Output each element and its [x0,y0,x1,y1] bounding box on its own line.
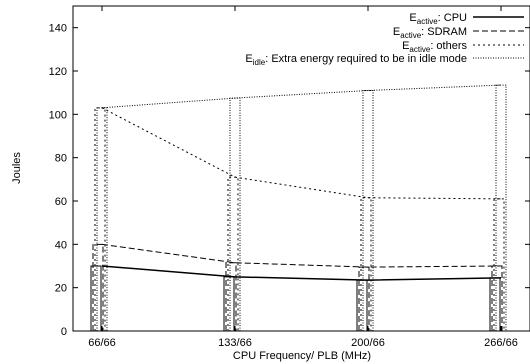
bar-outline-other [493,198,505,331]
bar-outlines [90,84,507,331]
y-axis-ticks: 0 20 40 60 80 100 120 140 [49,23,530,338]
bar-outline-sdram [491,265,503,331]
y-tick-label: 100 [49,109,67,121]
y-tick-label: 120 [49,66,67,78]
plot-frame [72,5,530,332]
y-tick-label: 0 [61,326,67,338]
bar-outline-other [94,107,106,331]
x-tick-label: 66/66 [88,337,116,349]
legend-label-other: Eactive: others [402,40,467,54]
series-line-idle [101,84,502,109]
bar-outline-idle [362,90,374,331]
x-tick-label: 266/66 [484,337,518,349]
bar-outline-cpu [356,279,368,331]
y-tick-label: 40 [55,239,67,251]
bar-outline-idle [495,84,507,331]
y-tick-label: 60 [55,196,67,208]
y-axis-label: Joules [11,152,23,184]
x-axis-label: CPU Frequency/ PLB (MHz) [233,350,371,362]
series-line-other [101,107,502,200]
bar-outline-other [360,197,372,331]
y-tick-label: 140 [49,23,67,35]
series-lines [101,84,502,281]
series-line-cpu [101,265,502,281]
bar-outline-sdram [225,262,237,331]
legend-label-cpu: Eactive: CPU [409,12,467,26]
legend-label-sdram: Eactive: SDRAM [393,26,467,40]
y-tick-label: 20 [55,283,67,295]
bar-outline-cpu [90,265,102,331]
bar-outline-sdram [92,243,104,331]
y-tick-label: 80 [55,153,67,165]
legend-label-idle: Eidle: Extra energy required to be in id… [245,53,467,67]
x-axis-ticks: 66/66 133/66 200/66 266/66 [88,6,518,349]
series-line-sdram [101,243,502,268]
x-tick-label: 200/66 [351,337,385,349]
x-tick-label: 133/66 [218,337,252,349]
bar-outline-other [227,176,239,331]
